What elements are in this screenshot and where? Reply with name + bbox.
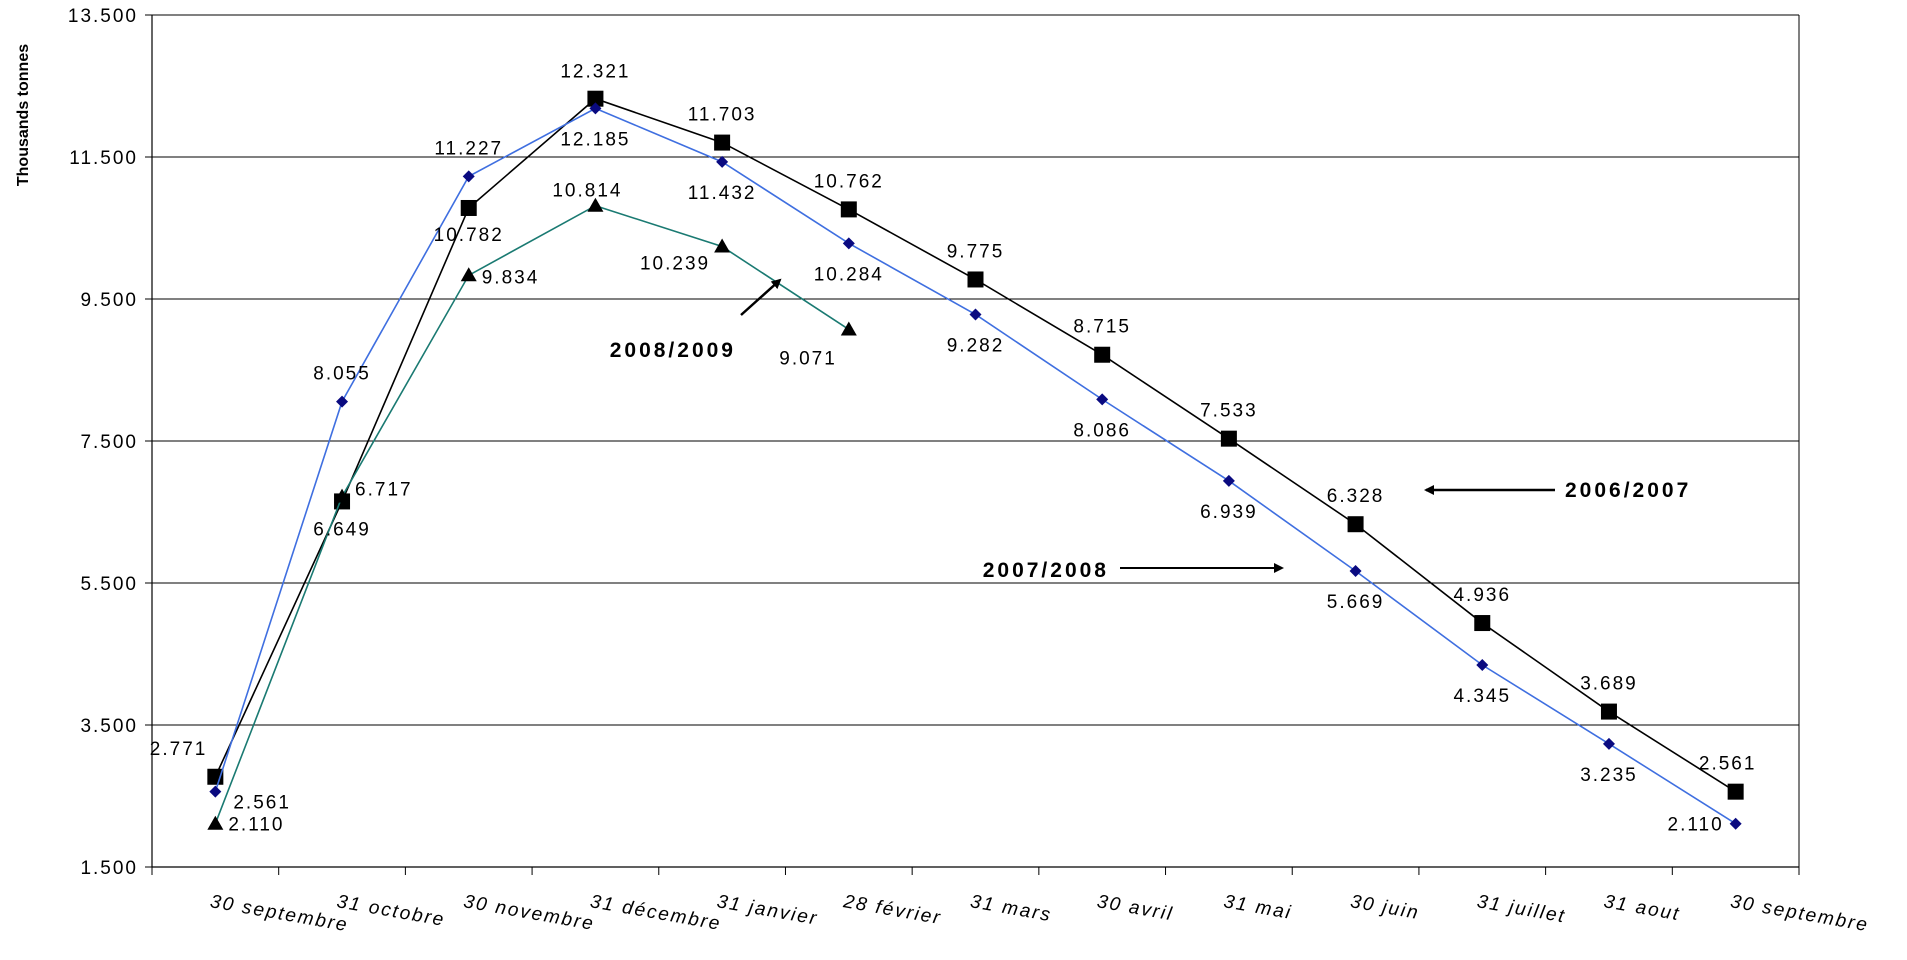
data-label: 7.533 [1200,401,1258,422]
data-label: 5.669 [1327,592,1385,613]
y-tick-label: 5.500 [80,574,138,595]
data-label: 6.717 [355,480,413,501]
triangle-marker [840,321,857,336]
square-marker [1474,615,1491,632]
diamond-marker [1602,737,1615,750]
data-label: 2.561 [1699,754,1757,775]
y-tick-label: 7.500 [80,432,138,453]
data-label: 11.227 [434,138,503,159]
x-tick-label: 30 juin [1349,891,1422,924]
data-label: 10.782 [434,225,504,246]
diamond-marker [1729,817,1742,830]
data-label: 6.649 [313,519,371,540]
diamond-marker [209,785,222,798]
data-label: 2.561 [233,793,291,814]
data-label: 10.284 [814,264,884,285]
y-tick-label: 9.500 [80,290,138,311]
y-tick-label: 1.500 [80,858,138,879]
annotation-label: 2008/2009 [610,339,736,362]
diamond-marker [969,308,982,321]
series-line [214,107,1737,825]
data-label: 2.110 [228,815,284,836]
data-label: 12.185 [560,129,630,150]
diamond-marker [336,395,349,408]
annotation-label: 2006/2007 [1565,479,1691,502]
gridlines [152,14,1799,726]
data-label: 3.235 [1580,765,1638,786]
x-tick-label: 30 septembre [1729,891,1871,936]
data-label: 11.432 [688,183,757,204]
data-label: 6.328 [1327,486,1385,507]
data-label: 10.239 [640,254,710,275]
data-label: 8.715 [1073,317,1131,338]
square-marker [1600,703,1617,720]
axes [145,14,1800,875]
data-label: 8.055 [313,364,371,385]
diamond-marker [1096,393,1109,406]
square-marker [1347,516,1364,533]
annotation-arrow [740,278,782,316]
data-label: 9.071 [779,348,837,369]
data-label: 6.939 [1200,502,1258,523]
series-line [214,204,850,824]
x-tick-label: 28 février [841,891,943,929]
square-marker [1727,783,1744,800]
season-annotations: 2008/2009 2006/2007 2007/2008 [610,278,1691,582]
data-label: 12.321 [560,62,630,83]
x-tick-label: 31 décembre [589,891,724,935]
diamond-marker [462,170,475,183]
y-axis-label: Thousands tonnes [15,44,32,186]
x-tick-label: 31 janvier [715,891,819,929]
triangle-marker [460,267,477,282]
x-tick-label: 31 aout [1602,891,1682,925]
data-label: 9.834 [482,267,540,288]
square-marker [587,90,604,107]
square-marker [1220,430,1237,447]
diamond-marker [1349,565,1362,578]
diamond-marker [1222,474,1235,487]
diamond-marker [842,237,855,250]
square-marker [840,201,857,218]
data-label: 10.762 [814,171,884,192]
data-label: 2.110 [1668,815,1724,836]
square-marker [967,271,984,288]
y-tick-label: 3.500 [80,716,138,737]
x-tick-label: 31 juillet [1475,891,1567,927]
data-label: 3.689 [1580,674,1638,695]
x-tick-label: 31 mai [1222,891,1294,924]
triangle-marker [207,815,224,830]
data-label: 9.775 [947,241,1005,262]
series-lines [207,90,1744,830]
x-tick-label: 31 octobre [335,891,447,931]
x-tick-label: 30 avril [1095,891,1175,925]
data-label: 9.282 [947,335,1005,356]
diamond-marker [589,102,602,115]
x-tick-label: 30 septembre [208,891,350,936]
square-marker [714,134,731,151]
square-marker [460,199,477,216]
data-label: 11.703 [688,105,757,126]
triangle-marker [714,238,731,253]
data-label: 10.814 [552,181,622,202]
x-tick-label: 30 novembre [462,891,597,935]
data-label: 2.771 [150,739,208,760]
y-tick-label: 11.500 [69,148,138,169]
x-tick-label: 31 mars [969,891,1054,926]
annotation-label: 2007/2008 [983,559,1109,582]
data-label: 4.345 [1453,686,1511,707]
data-labels: 2.771 6.649 10.782 12.321 11.703 10.762 9.775 8… [150,62,1757,836]
triangle-marker [334,488,351,503]
triangle-marker [587,197,604,212]
y-tick-labels: 13.500 11.500 9.500 7.500 5.500 3.500 1.500 [68,6,138,879]
square-marker [1094,346,1111,363]
diamond-marker [716,155,729,168]
data-label: 4.936 [1453,585,1511,606]
y-tick-label: 13.500 [68,6,138,27]
data-label: 8.086 [1073,420,1131,441]
diamond-marker [1476,659,1489,672]
